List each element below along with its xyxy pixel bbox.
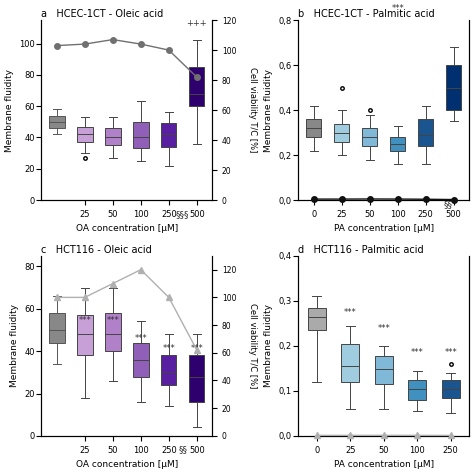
PathPatch shape <box>77 315 92 356</box>
PathPatch shape <box>49 313 64 343</box>
PathPatch shape <box>362 128 377 146</box>
PathPatch shape <box>334 124 349 142</box>
Text: §§§: §§§ <box>176 210 190 219</box>
X-axis label: OA concentration [μM]: OA concentration [μM] <box>76 460 178 469</box>
PathPatch shape <box>308 308 326 330</box>
PathPatch shape <box>374 356 393 384</box>
PathPatch shape <box>133 122 148 148</box>
Y-axis label: Membrane fluidity: Membrane fluidity <box>5 69 14 152</box>
PathPatch shape <box>408 380 427 400</box>
Text: §§: §§ <box>444 200 453 209</box>
Y-axis label: Membrane fluidity: Membrane fluidity <box>10 304 19 387</box>
Text: ***: *** <box>135 334 147 343</box>
Y-axis label: Membrane fluidity: Membrane fluidity <box>264 69 273 152</box>
Text: c   HCT116 - Oleic acid: c HCT116 - Oleic acid <box>41 245 152 255</box>
PathPatch shape <box>418 119 433 146</box>
Text: ***: *** <box>344 308 356 317</box>
Text: ***: *** <box>191 344 203 353</box>
Text: a   HCEC-1CT - Oleic acid: a HCEC-1CT - Oleic acid <box>41 9 164 19</box>
Text: ***: *** <box>411 348 424 357</box>
PathPatch shape <box>49 116 64 128</box>
PathPatch shape <box>306 119 321 137</box>
Text: ***: *** <box>78 316 91 325</box>
X-axis label: PA concentration [μM]: PA concentration [μM] <box>334 460 434 469</box>
Text: ***: *** <box>392 4 404 13</box>
Text: §§: §§ <box>178 445 187 454</box>
Text: ***: *** <box>377 324 390 333</box>
PathPatch shape <box>341 344 359 382</box>
Y-axis label: Cell viability T/C [%]: Cell viability T/C [%] <box>247 303 256 389</box>
PathPatch shape <box>77 127 92 142</box>
PathPatch shape <box>189 356 204 402</box>
Y-axis label: Cell viability T/C [%]: Cell viability T/C [%] <box>247 67 256 153</box>
Text: ***: *** <box>163 344 175 353</box>
Text: b   HCEC-1CT - Palmitic acid: b HCEC-1CT - Palmitic acid <box>298 9 435 19</box>
PathPatch shape <box>161 123 176 147</box>
PathPatch shape <box>441 380 460 398</box>
PathPatch shape <box>161 356 176 385</box>
Text: d   HCT116 - Palmitic acid: d HCT116 - Palmitic acid <box>298 245 424 255</box>
Text: ***: *** <box>107 316 119 325</box>
Text: ***: *** <box>444 348 457 357</box>
X-axis label: OA concentration [μM]: OA concentration [μM] <box>76 224 178 233</box>
PathPatch shape <box>105 313 120 351</box>
PathPatch shape <box>189 67 204 106</box>
Y-axis label: Membrane fluidity: Membrane fluidity <box>264 304 273 387</box>
PathPatch shape <box>133 343 148 376</box>
X-axis label: PA concentration [μM]: PA concentration [μM] <box>334 224 434 233</box>
PathPatch shape <box>105 128 120 146</box>
PathPatch shape <box>390 137 405 151</box>
PathPatch shape <box>446 65 462 110</box>
Text: +++: +++ <box>186 18 207 27</box>
